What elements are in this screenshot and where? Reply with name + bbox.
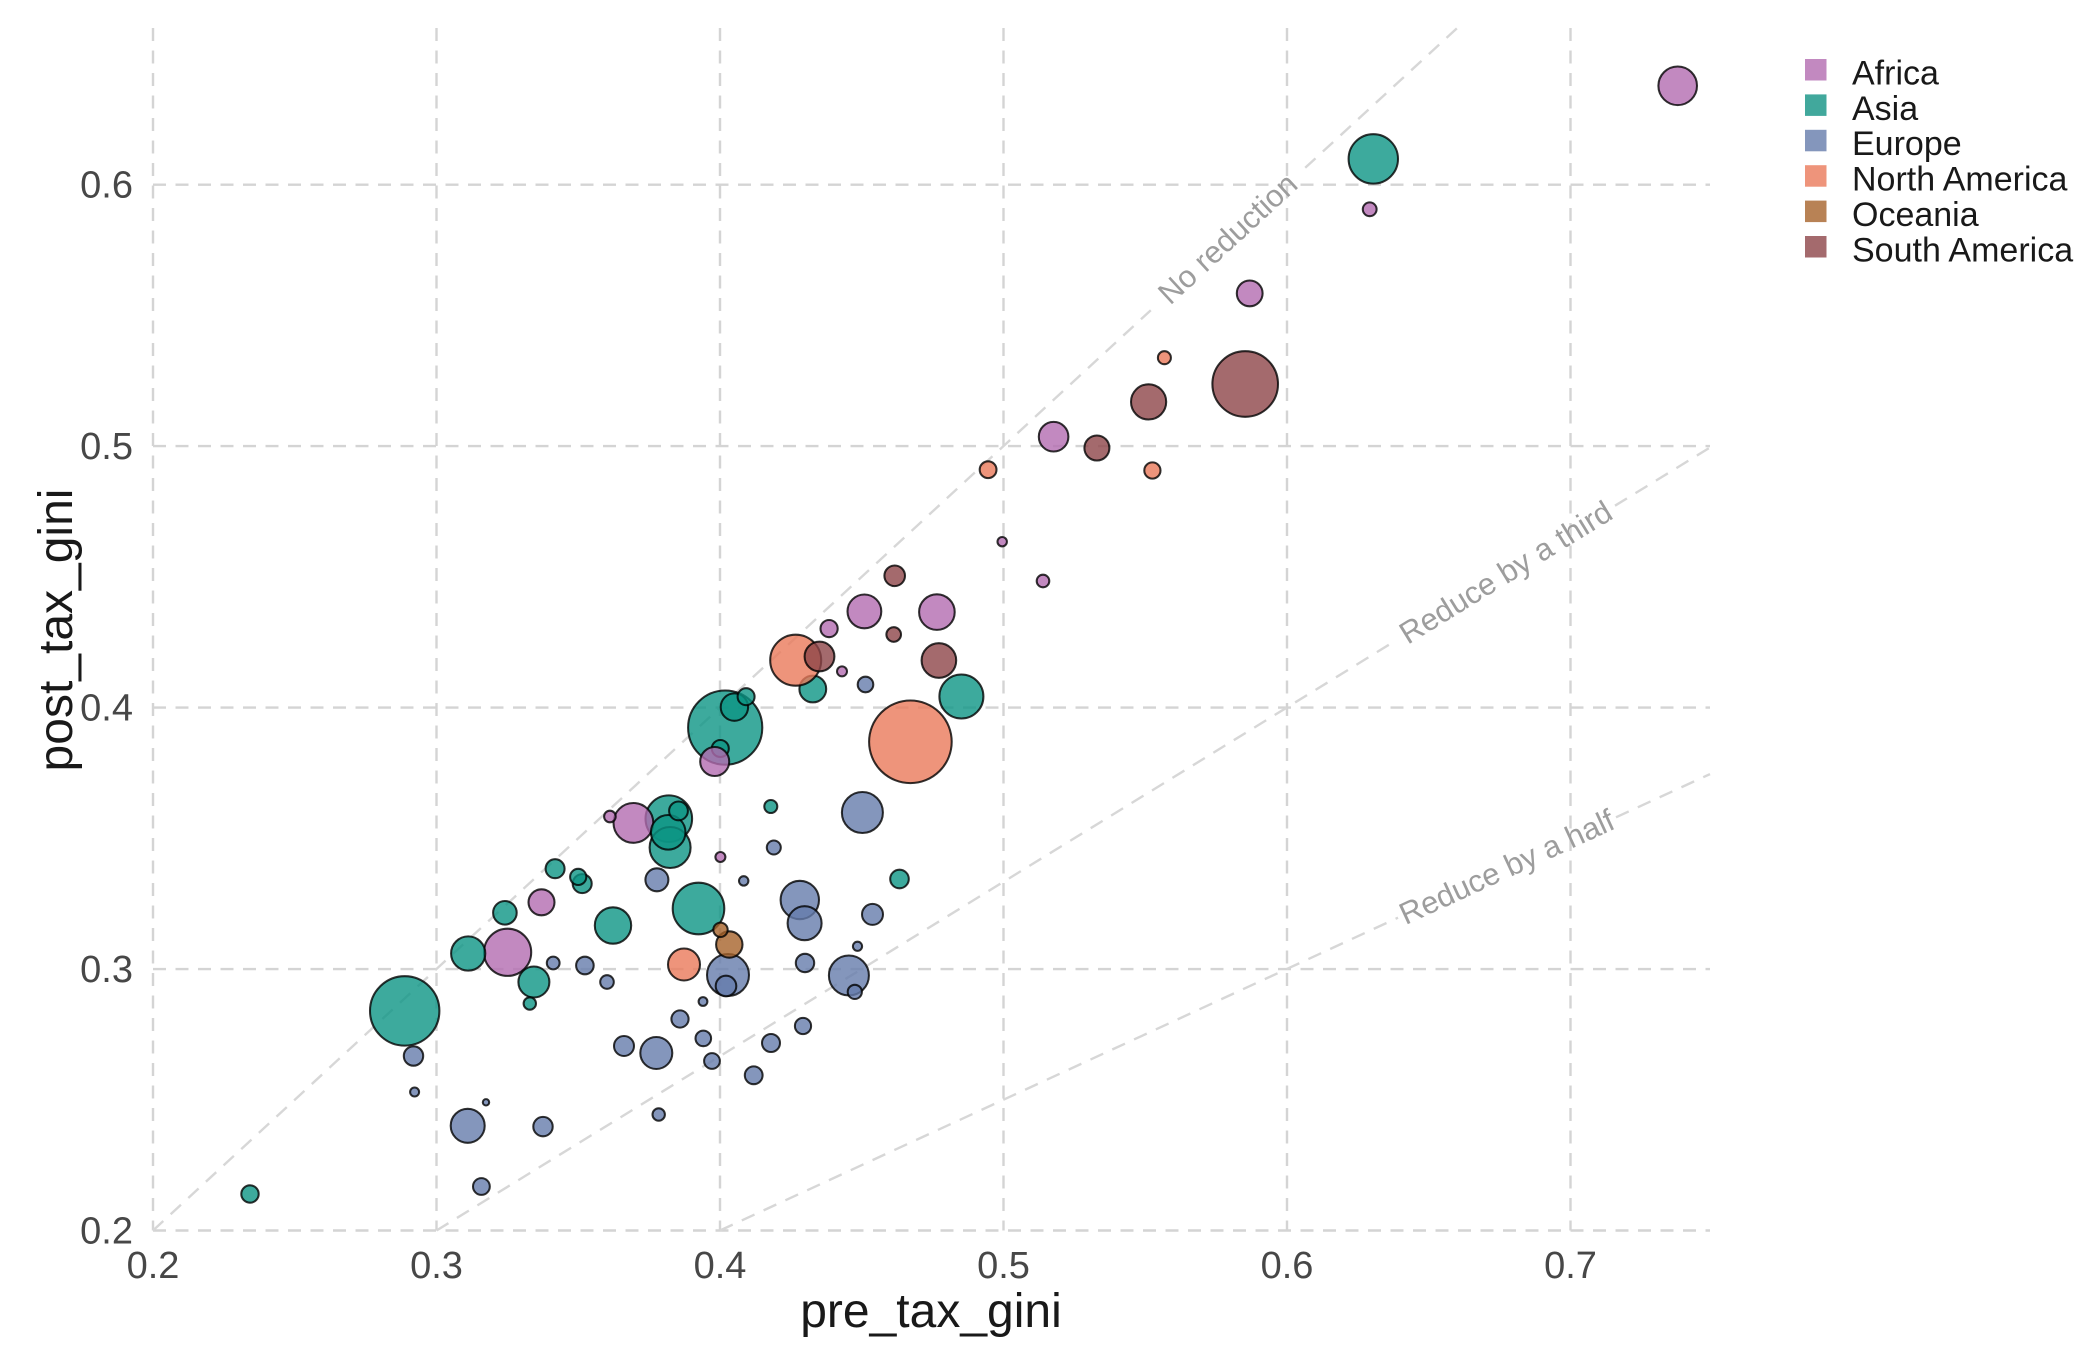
svg-text:0.7: 0.7 [1544, 1245, 1597, 1287]
svg-text:0.5: 0.5 [80, 426, 133, 468]
svg-text:Africa: Africa [1852, 54, 1939, 92]
svg-text:0.6: 0.6 [1261, 1245, 1314, 1287]
svg-text:North America: North America [1852, 161, 2067, 199]
svg-text:pre_tax_gini: pre_tax_gini [800, 1285, 1062, 1338]
svg-text:0.4: 0.4 [694, 1245, 747, 1287]
svg-text:Europe: Europe [1852, 125, 1962, 163]
svg-text:Oceania: Oceania [1852, 196, 1979, 234]
svg-text:0.4: 0.4 [80, 688, 133, 730]
svg-text:0.3: 0.3 [80, 949, 133, 991]
svg-text:0.5: 0.5 [977, 1245, 1030, 1287]
svg-text:Asia: Asia [1852, 90, 1918, 128]
svg-text:0.3: 0.3 [410, 1245, 463, 1287]
svg-text:0.6: 0.6 [80, 165, 133, 207]
svg-text:South America: South America [1852, 231, 2073, 269]
svg-text:0.2: 0.2 [127, 1245, 180, 1287]
svg-text:post_tax_gini: post_tax_gini [30, 489, 83, 772]
svg-text:0.2: 0.2 [80, 1211, 133, 1253]
